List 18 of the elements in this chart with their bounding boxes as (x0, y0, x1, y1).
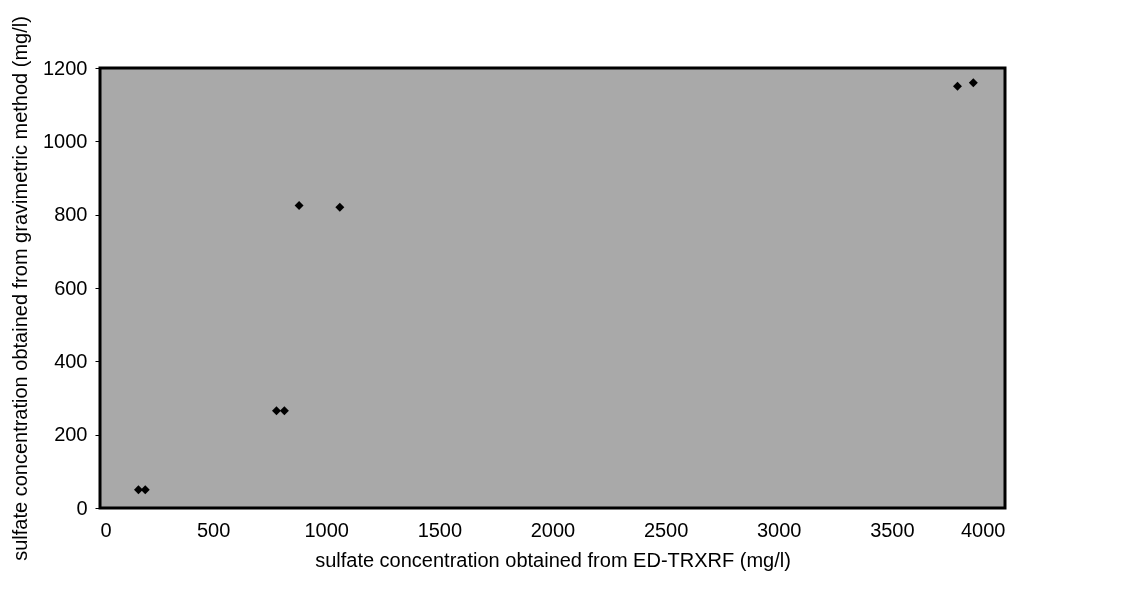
y-axis-title: sulfate concentration obtained from gravimetric method (mg/l) (9, 16, 32, 561)
x-tick-label: 2000 (530, 518, 576, 541)
x-tick-label: 0 (100, 518, 112, 541)
x-tick-label: 3000 (757, 518, 802, 541)
y-tick-label: 800 (54, 203, 88, 226)
x-axis-title: sulfate concentration obtained from ED-TRXRF (mg/l) (315, 548, 791, 571)
y-tick-label: 0 (76, 496, 88, 519)
x-tick-label: 500 (196, 518, 231, 541)
y-tick-label: 400 (54, 349, 88, 372)
x-tick-label: 4000 (961, 518, 1006, 541)
x-tick-label: 1500 (417, 518, 463, 541)
y-tick-label: 1200 (43, 56, 88, 79)
y-tick-label: 200 (54, 423, 88, 446)
x-tick-label: 2500 (643, 518, 689, 541)
x-tick-label: 1000 (304, 518, 349, 541)
y-tick-label: 1000 (43, 129, 88, 152)
y-tick-label: 600 (54, 276, 88, 299)
x-tick-label: 3500 (870, 518, 915, 541)
